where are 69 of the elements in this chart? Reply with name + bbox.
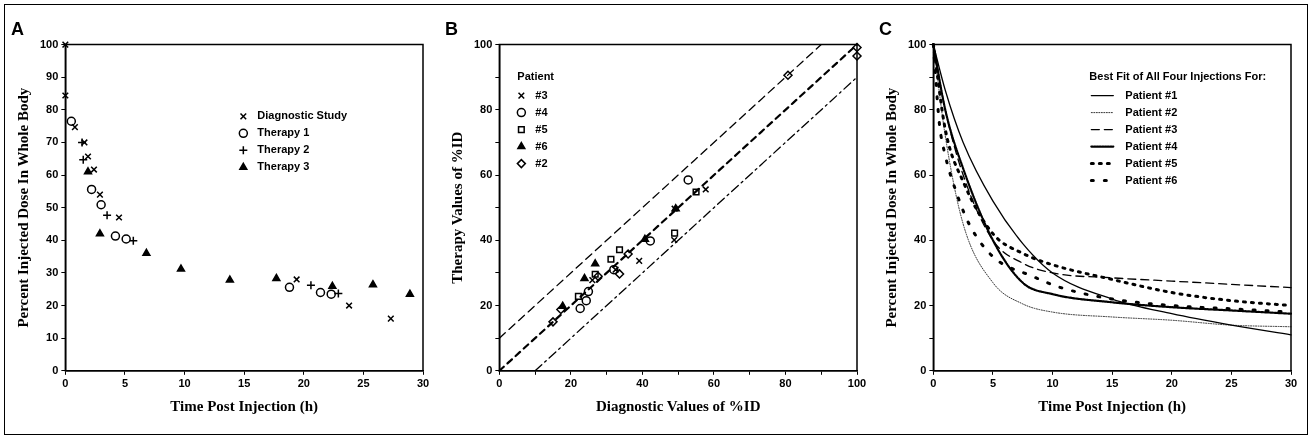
legend-title: Best Fit of All Four Injections For: [1089,69,1267,82]
legend-label: Therapy 3 [257,160,310,173]
y-tick-label: 90 [46,70,59,83]
y-tick-label: 20 [480,298,493,311]
x-axis-title: Time Post Injection (h) [170,397,318,415]
y-axis-title: Therapy Values of %ID [448,131,465,284]
y-tick-label: 100 [39,37,59,50]
x-tick-label: 10 [178,377,191,390]
x-tick-label: 40 [636,377,649,390]
y-tick-label: 10 [46,331,59,344]
y-tick-label: 60 [914,168,927,181]
x-tick-label: 20 [297,377,310,390]
x-tick-label: 5 [121,377,129,390]
y-tick-label: 20 [46,298,59,311]
legend-label: #5 [535,122,548,135]
x-tick-label: 60 [707,377,721,390]
legend-label: Patient #6 [1125,173,1178,186]
y-tick-label: 0 [920,363,927,376]
x-tick-label: 25 [1225,377,1238,390]
y-axis-title: Percent Injected Dose In Whole Body [14,87,31,328]
y-tick-label: 40 [46,233,59,246]
x-axis-title: Diagnostic Values of %ID [595,397,761,414]
y-tick-label: 80 [480,102,493,115]
x-tick-label: 0 [930,377,937,390]
x-tick-label: 20 [564,377,578,390]
chart-title: B [445,18,458,39]
x-tick-label: 0 [62,377,69,390]
legend-label: Patient #1 [1125,88,1178,101]
y-tick-label: 60 [480,168,493,181]
y-tick-label: 60 [46,168,59,181]
y-tick-label: 0 [486,363,493,376]
y-tick-label: 100 [907,37,927,50]
legend-label: Therapy 1 [257,126,310,139]
x-tick-label: 15 [1106,377,1119,390]
y-tick-label: 80 [914,102,927,115]
x-tick-label: 30 [1284,377,1298,390]
legend-label: Patient #2 [1125,105,1178,118]
legend-label: Patient #4 [1125,139,1179,152]
x-tick-label: 10 [1046,377,1059,390]
y-tick-label: 30 [46,265,59,278]
legend-label: #4 [535,105,549,118]
x-tick-label: 15 [238,377,251,390]
y-tick-label: 100 [473,37,493,50]
chart-title: A [11,18,24,39]
x-tick-label: 30 [416,377,430,390]
y-tick-label: 70 [46,135,59,148]
y-tick-label: 80 [46,102,59,115]
x-tick-label: 5 [989,377,997,390]
x-axis-title: Time Post Injection (h) [1038,397,1186,415]
x-tick-label: 80 [779,377,792,390]
y-tick-label: 40 [480,233,493,246]
legend-label: Patient #3 [1125,122,1178,135]
y-tick-label: 40 [914,233,927,246]
legend-label: Therapy 2 [257,143,310,156]
legend-label: #2 [535,156,548,169]
x-tick-label: 25 [357,377,370,390]
legend-label: Patient #5 [1125,156,1178,169]
x-tick-label: 20 [1165,377,1178,390]
y-axis-title: Percent Injected Dose In Whole Body [882,87,899,328]
legend-label: Diagnostic Study [257,109,349,122]
legend-label: #6 [535,139,548,152]
y-tick-label: 50 [46,200,59,213]
legend-label: #3 [535,88,548,101]
legend-title: Patient [517,69,555,82]
x-tick-label: 100 [847,377,867,390]
x-tick-label: 0 [496,377,503,390]
chart-title: C [879,18,892,39]
y-tick-label: 20 [914,298,927,311]
y-tick-label: 0 [52,363,59,376]
